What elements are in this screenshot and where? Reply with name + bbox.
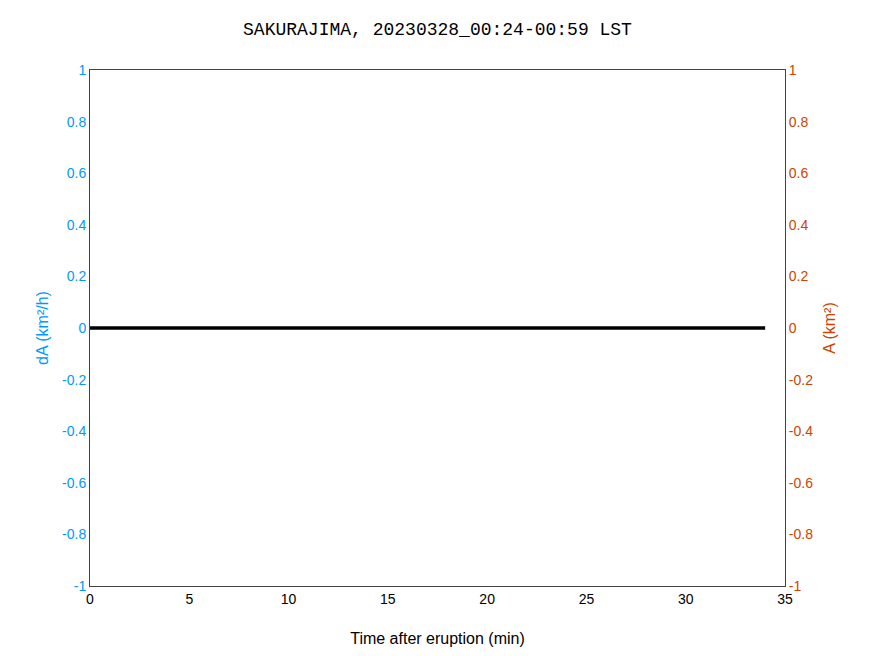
svg-text:Time after eruption (min): Time after eruption (min) <box>350 630 525 647</box>
svg-text:-0.2: -0.2 <box>789 372 813 388</box>
svg-text:1: 1 <box>789 62 797 78</box>
svg-text:0: 0 <box>789 320 797 336</box>
svg-text:-0.8: -0.8 <box>789 526 813 542</box>
svg-text:5: 5 <box>185 591 193 607</box>
svg-text:0.8: 0.8 <box>789 114 809 130</box>
svg-text:A (km²): A (km²) <box>821 302 838 354</box>
svg-text:20: 20 <box>479 591 495 607</box>
svg-text:0.2: 0.2 <box>67 268 87 284</box>
svg-text:0.8: 0.8 <box>67 114 87 130</box>
svg-text:-0.4: -0.4 <box>789 423 813 439</box>
svg-text:-1: -1 <box>789 578 802 594</box>
svg-text:0.2: 0.2 <box>789 268 809 284</box>
svg-text:-1: -1 <box>74 578 87 594</box>
svg-text:30: 30 <box>678 591 694 607</box>
svg-text:-0.4: -0.4 <box>62 423 86 439</box>
svg-text:10: 10 <box>281 591 297 607</box>
svg-text:15: 15 <box>380 591 396 607</box>
svg-text:dA (km²/h): dA (km²/h) <box>34 291 51 365</box>
svg-text:0.4: 0.4 <box>67 217 87 233</box>
svg-text:25: 25 <box>579 591 595 607</box>
svg-text:0.6: 0.6 <box>789 165 809 181</box>
svg-text:SAKURAJIMA, 20230328_00:24-00:: SAKURAJIMA, 20230328_00:24-00:59 LST <box>243 20 632 40</box>
svg-text:0.4: 0.4 <box>789 217 809 233</box>
svg-text:0.6: 0.6 <box>67 165 87 181</box>
svg-text:-0.8: -0.8 <box>62 526 86 542</box>
svg-text:35: 35 <box>777 591 793 607</box>
svg-text:1: 1 <box>78 62 86 78</box>
svg-text:-0.6: -0.6 <box>789 475 813 491</box>
svg-text:-0.2: -0.2 <box>62 372 86 388</box>
svg-text:0: 0 <box>78 320 86 336</box>
svg-text:0: 0 <box>86 591 94 607</box>
svg-text:-0.6: -0.6 <box>62 475 86 491</box>
